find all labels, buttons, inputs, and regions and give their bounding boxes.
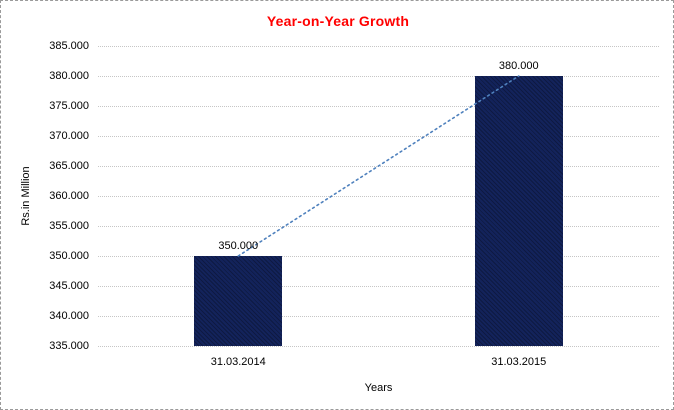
y-axis-tick-label: 360.000 [49, 190, 89, 202]
gridline [98, 76, 659, 77]
gridline [98, 226, 659, 227]
bar-value-label: 350.000 [218, 240, 259, 252]
gridline [98, 256, 659, 257]
x-axis-tick-label: 31.03.2015 [491, 356, 547, 368]
gridline [98, 106, 659, 107]
y-axis-tick-label: 335.000 [49, 340, 89, 352]
y-axis-tick-label: 370.000 [49, 130, 89, 142]
bar-31.03.2015 [474, 76, 563, 346]
y-axis-tick-label: 355.000 [49, 220, 89, 232]
gridline [98, 316, 659, 317]
bar-31.03.2014 [194, 256, 283, 346]
gridline [98, 346, 659, 347]
bar-value-label: 380.000 [498, 60, 539, 72]
y-axis-tick-label: 380.000 [49, 70, 89, 82]
gridline [98, 136, 659, 137]
chart-title: Year-on-Year Growth [266, 13, 410, 29]
x-axis-title: Years [364, 382, 393, 394]
y-axis-tick-label: 385.000 [49, 40, 89, 52]
y-axis-tick-label: 365.000 [49, 160, 89, 172]
gridline [98, 46, 659, 47]
y-axis-tick-label: 350.000 [49, 250, 89, 262]
x-axis-tick-label: 31.03.2014 [210, 356, 266, 368]
gridline [98, 166, 659, 167]
y-axis-tick-label: 345.000 [49, 280, 89, 292]
gridline [98, 286, 659, 287]
y-axis-tick-label: 375.000 [49, 100, 89, 112]
gridline [98, 196, 659, 197]
y-axis-tick-label: 340.000 [49, 310, 89, 322]
